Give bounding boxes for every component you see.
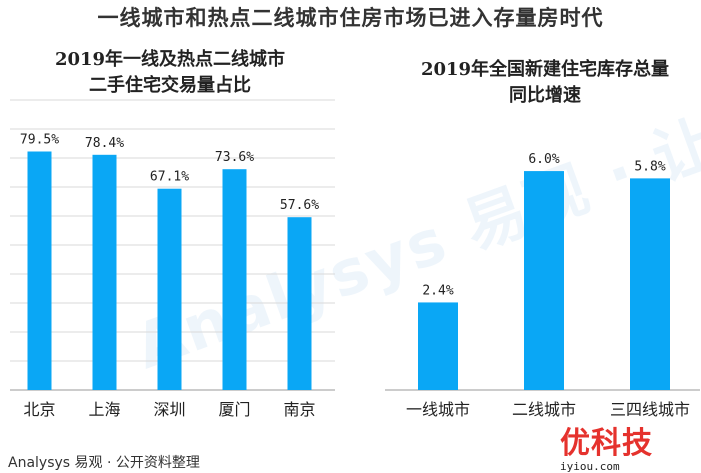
- left-bar-2: [157, 188, 182, 390]
- left-bar-1: [92, 154, 117, 390]
- right-data-label-2: 5.8%: [634, 159, 665, 174]
- brand-logo: 优科技: [560, 426, 653, 461]
- right-chart-title: 2019年全国新建住宅库存总量 同比增速: [385, 57, 701, 109]
- left-data-label-1: 78.4%: [85, 136, 124, 151]
- left-bar-3: [222, 169, 247, 390]
- right-bar-1: [524, 171, 564, 390]
- left-bar-4: [287, 217, 312, 390]
- page-title: 一线城市和热点二线城市住房市场已进入存量房时代: [97, 5, 604, 30]
- right-category-label-1: 二线城市: [512, 400, 576, 419]
- right-data-label-0: 2.4%: [422, 283, 453, 298]
- left-data-label-2: 67.1%: [150, 170, 189, 185]
- brand-url: iyiou.com: [560, 460, 620, 473]
- left-data-label-3: 73.6%: [215, 150, 254, 165]
- left-category-label-3: 厦门: [218, 400, 250, 419]
- left-bar-0: [27, 151, 52, 390]
- left-category-label-0: 北京: [23, 400, 55, 419]
- right-chart-title-line-1: 2019年全国新建住宅库存总量: [420, 59, 670, 80]
- left-chart-title-line-2: 二手住宅交易量占比: [89, 75, 251, 96]
- brand-watermark: 优科技 iyiou.com: [560, 418, 700, 473]
- source-note: Analysys 易观 · 公开资料整理: [8, 455, 200, 471]
- left-chart-title-line-1: 2019年一线及热点二线城市: [54, 49, 286, 70]
- right-bar-2: [630, 178, 670, 390]
- left-category-label-1: 上海: [88, 400, 120, 419]
- right-bar-0: [418, 302, 458, 390]
- left-category-label-2: 深圳: [153, 400, 185, 419]
- right-category-label-0: 一线城市: [406, 400, 470, 419]
- left-chart-title: 2019年一线及热点二线城市 二手住宅交易量占比: [10, 47, 330, 99]
- left-category-label-4: 南京: [283, 400, 315, 419]
- left-data-label-0: 79.5%: [20, 133, 59, 148]
- right-chart-title-line-2: 同比增速: [509, 85, 581, 106]
- right-category-label-2: 三四线城市: [610, 400, 690, 419]
- right-data-label-1: 6.0%: [528, 152, 559, 167]
- left-data-label-4: 57.6%: [280, 198, 319, 213]
